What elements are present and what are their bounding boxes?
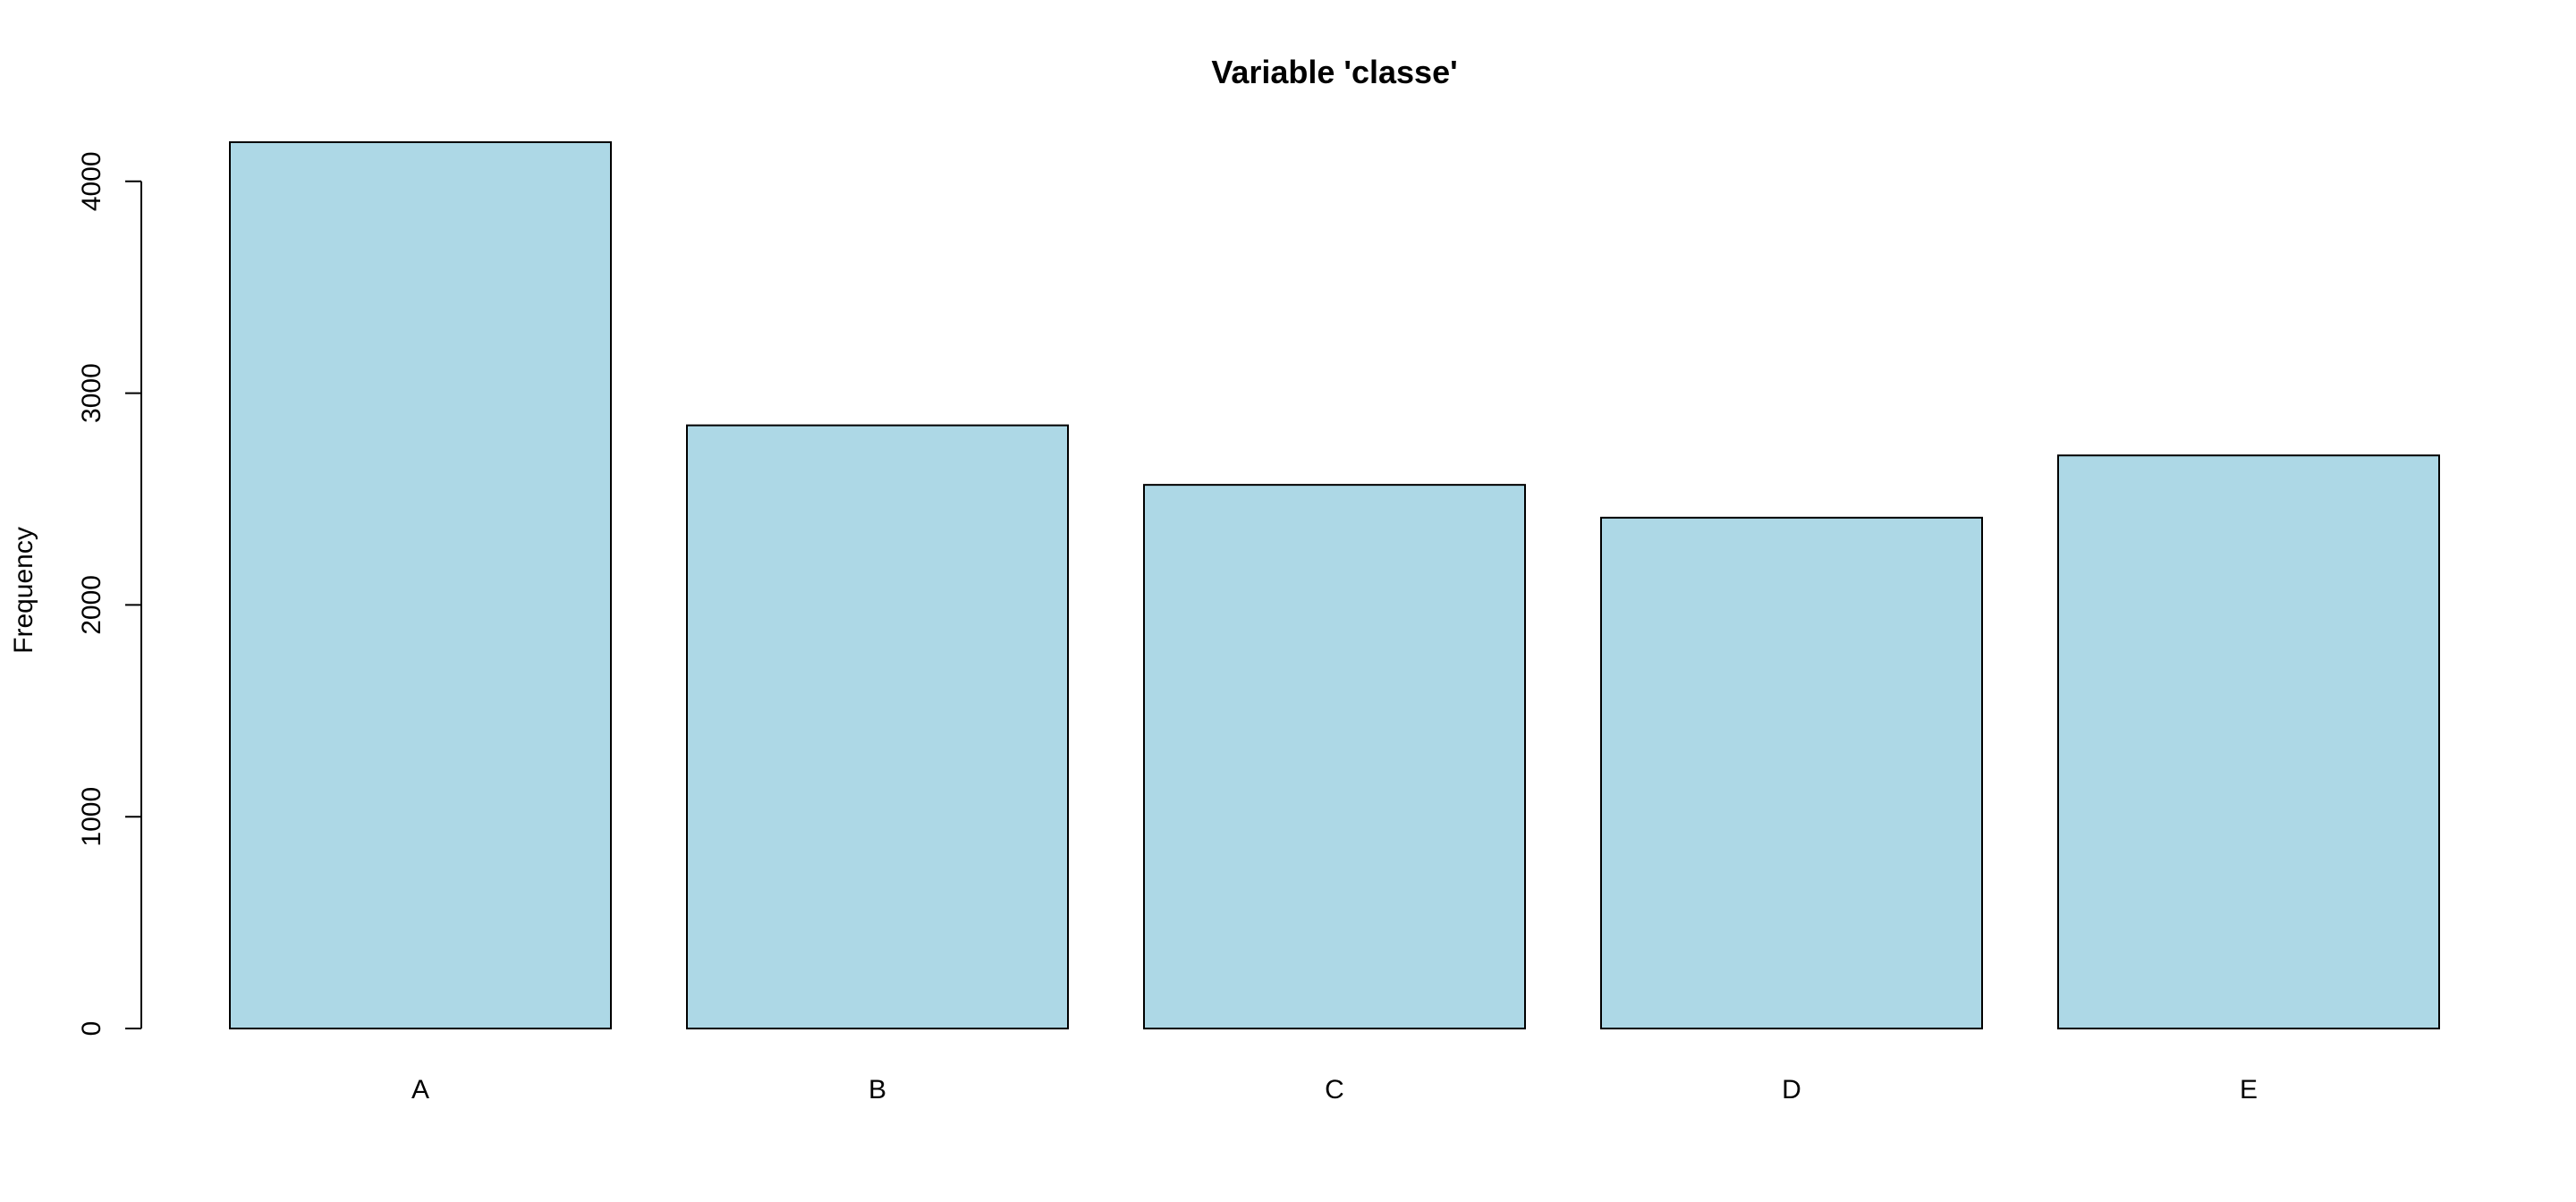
bar-e	[2057, 454, 2440, 1029]
y-tick-label: 3000	[77, 363, 106, 423]
x-category-label: B	[869, 1075, 886, 1105]
x-category-label: D	[1782, 1075, 1801, 1105]
x-axis-labels: A B C D E	[411, 1075, 2258, 1105]
x-category-label: E	[2240, 1075, 2258, 1105]
x-category-label: A	[411, 1075, 429, 1105]
y-tick-label: 2000	[77, 575, 106, 635]
y-tick-label: 4000	[77, 151, 106, 211]
y-axis-label: Frequency	[9, 527, 38, 654]
bar-b	[686, 424, 1069, 1029]
bar-c	[1143, 484, 1526, 1029]
bar-d	[1600, 516, 1983, 1029]
y-tick-label: 1000	[77, 787, 106, 847]
bars-group	[229, 141, 2440, 1029]
chart-title: Variable 'classe'	[1211, 54, 1457, 90]
y-axis: 0 1000 2000 3000 4000	[77, 151, 142, 1037]
y-tick-label: 0	[77, 1021, 106, 1037]
bar-a	[229, 141, 612, 1029]
x-category-label: C	[1325, 1075, 1344, 1105]
